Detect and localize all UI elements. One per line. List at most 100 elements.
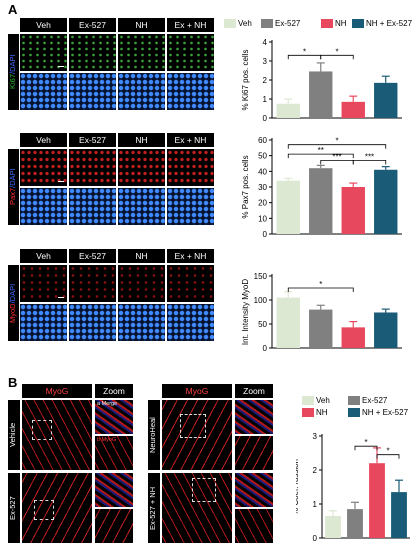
column-header: NH	[118, 133, 165, 147]
legend-label: NH	[335, 19, 347, 28]
zoom-box	[32, 420, 52, 440]
row-label-neuroheal: NeuroHeal	[148, 400, 160, 470]
legend-item: Veh	[224, 19, 252, 28]
y-tick-label: 30	[258, 183, 267, 192]
column-header: NH	[118, 249, 165, 263]
row-label-dapi: /DAPI	[8, 168, 17, 189]
chart-myod: 0 50 100 150 Int. Intensity MyoD *	[241, 272, 402, 353]
legend-item: NH	[321, 19, 347, 28]
y-tick-label: 3	[313, 432, 318, 441]
micrograph-merge	[69, 304, 116, 341]
bar	[341, 327, 365, 348]
legend-swatch	[321, 19, 333, 28]
micrograph-vehicle	[22, 400, 92, 470]
significance-bracket	[287, 287, 354, 292]
micrograph-merge	[20, 73, 67, 110]
zoom-box	[34, 500, 54, 520]
panel-label-b: B	[8, 375, 18, 390]
header-myog: MyoG	[162, 384, 232, 398]
significance-bracket	[287, 144, 387, 149]
legend-swatch	[261, 19, 273, 28]
micrograph-marker	[167, 149, 214, 186]
legend-label: Ex-527	[362, 396, 388, 405]
significance-label: *	[335, 137, 338, 146]
scale-bar	[58, 181, 64, 182]
row-label: Pax7/DAPI	[8, 149, 19, 225]
micrograph-neuroheal	[162, 400, 232, 470]
micrograph-marker	[118, 149, 165, 186]
row-label-marker: MyoD	[8, 303, 17, 323]
legend-swatch	[224, 19, 236, 28]
chart-ki67: 0 1 2 3 4 % Ki67 pos. cells * *	[241, 38, 402, 123]
row-label-ex527-nh: Ex-527 + NH	[148, 473, 160, 543]
column-header: Ex-527	[69, 133, 116, 147]
y-tick-label: 0	[313, 534, 318, 543]
column-header: Veh	[20, 18, 67, 32]
significance-label: **	[318, 146, 324, 155]
legend-label: NH + Ex-527	[366, 19, 413, 28]
significance-bracket	[376, 454, 400, 459]
micrograph-merge	[20, 304, 67, 341]
column-header: Ex-527	[69, 18, 116, 32]
column-header: Ex + NH	[167, 249, 214, 263]
row-label-marker: Pax7	[8, 188, 17, 206]
y-tick-label: 0	[263, 230, 268, 239]
y-tick-label: 50	[258, 320, 267, 329]
column-header: Ex-527	[69, 249, 116, 263]
significance-label: *	[386, 447, 389, 456]
zoom-box	[192, 478, 216, 502]
y-axis-label: % Coef. fussion	[296, 459, 300, 515]
legend-item: Veh	[302, 396, 330, 405]
bar	[309, 309, 333, 348]
legend-panel-a: Veh Ex-527 NH NH + Ex-527	[224, 19, 416, 33]
micrograph-merge	[118, 188, 165, 225]
y-tick-label: 20	[258, 199, 267, 208]
legend-panel-b: Veh Ex-527 NH NH + Ex-527	[302, 396, 418, 426]
micrograph-ex527-nh	[162, 473, 232, 543]
micrograph-marker	[69, 34, 116, 71]
significance-label: *	[335, 47, 338, 56]
legend-swatch	[302, 396, 314, 405]
zoom-ex527-nh-myog	[235, 509, 273, 543]
header-myog: MyoG	[22, 384, 92, 398]
micrograph-ex527	[22, 473, 92, 543]
significance-label: *	[364, 438, 367, 447]
significance-bracket	[287, 153, 354, 159]
legend-label: Ex-527	[275, 19, 301, 28]
micrograph-marker	[167, 265, 214, 302]
micrograph-marker	[118, 265, 165, 302]
micrograph-merge	[167, 304, 214, 341]
zoom-vehicle-merge	[95, 400, 133, 434]
bar	[374, 82, 398, 118]
legend-item: NH	[302, 408, 328, 417]
y-tick-label: 3	[263, 57, 268, 66]
legend-swatch	[352, 19, 364, 28]
legend-label: NH	[316, 408, 328, 417]
header-zoom: Zoom	[95, 384, 133, 398]
legend-label: Veh	[316, 396, 330, 405]
zoom-ex527-nh-merge	[235, 473, 273, 507]
legend-item: NH + Ex-527	[348, 408, 408, 417]
y-tick-label: 4	[263, 38, 268, 47]
bar	[276, 297, 300, 348]
significance-bracket	[320, 54, 354, 60]
bar	[374, 312, 398, 348]
zoom-ex527-merge	[95, 473, 133, 507]
chart-fusion: 0 1 2 3 % Coef. fussion * *	[296, 432, 410, 543]
significance-label: *	[319, 280, 322, 289]
significance-label: ***	[365, 152, 374, 161]
row-label-dapi: /DAPI	[8, 283, 17, 303]
bar	[309, 168, 333, 234]
y-tick-label: 2	[313, 466, 318, 475]
micrograph-merge	[69, 188, 116, 225]
y-tick-label: 100	[254, 296, 268, 305]
y-tick-label: 0	[263, 114, 268, 123]
micrograph-merge	[118, 73, 165, 110]
legend-label: NH + Ex-527	[362, 408, 409, 417]
micrograph-marker	[69, 149, 116, 186]
column-header: NH	[118, 18, 165, 32]
row-label-marker: Ki67	[8, 74, 17, 90]
y-tick-label: 10	[258, 214, 267, 223]
legend-item: NH + Ex-527	[352, 19, 412, 28]
